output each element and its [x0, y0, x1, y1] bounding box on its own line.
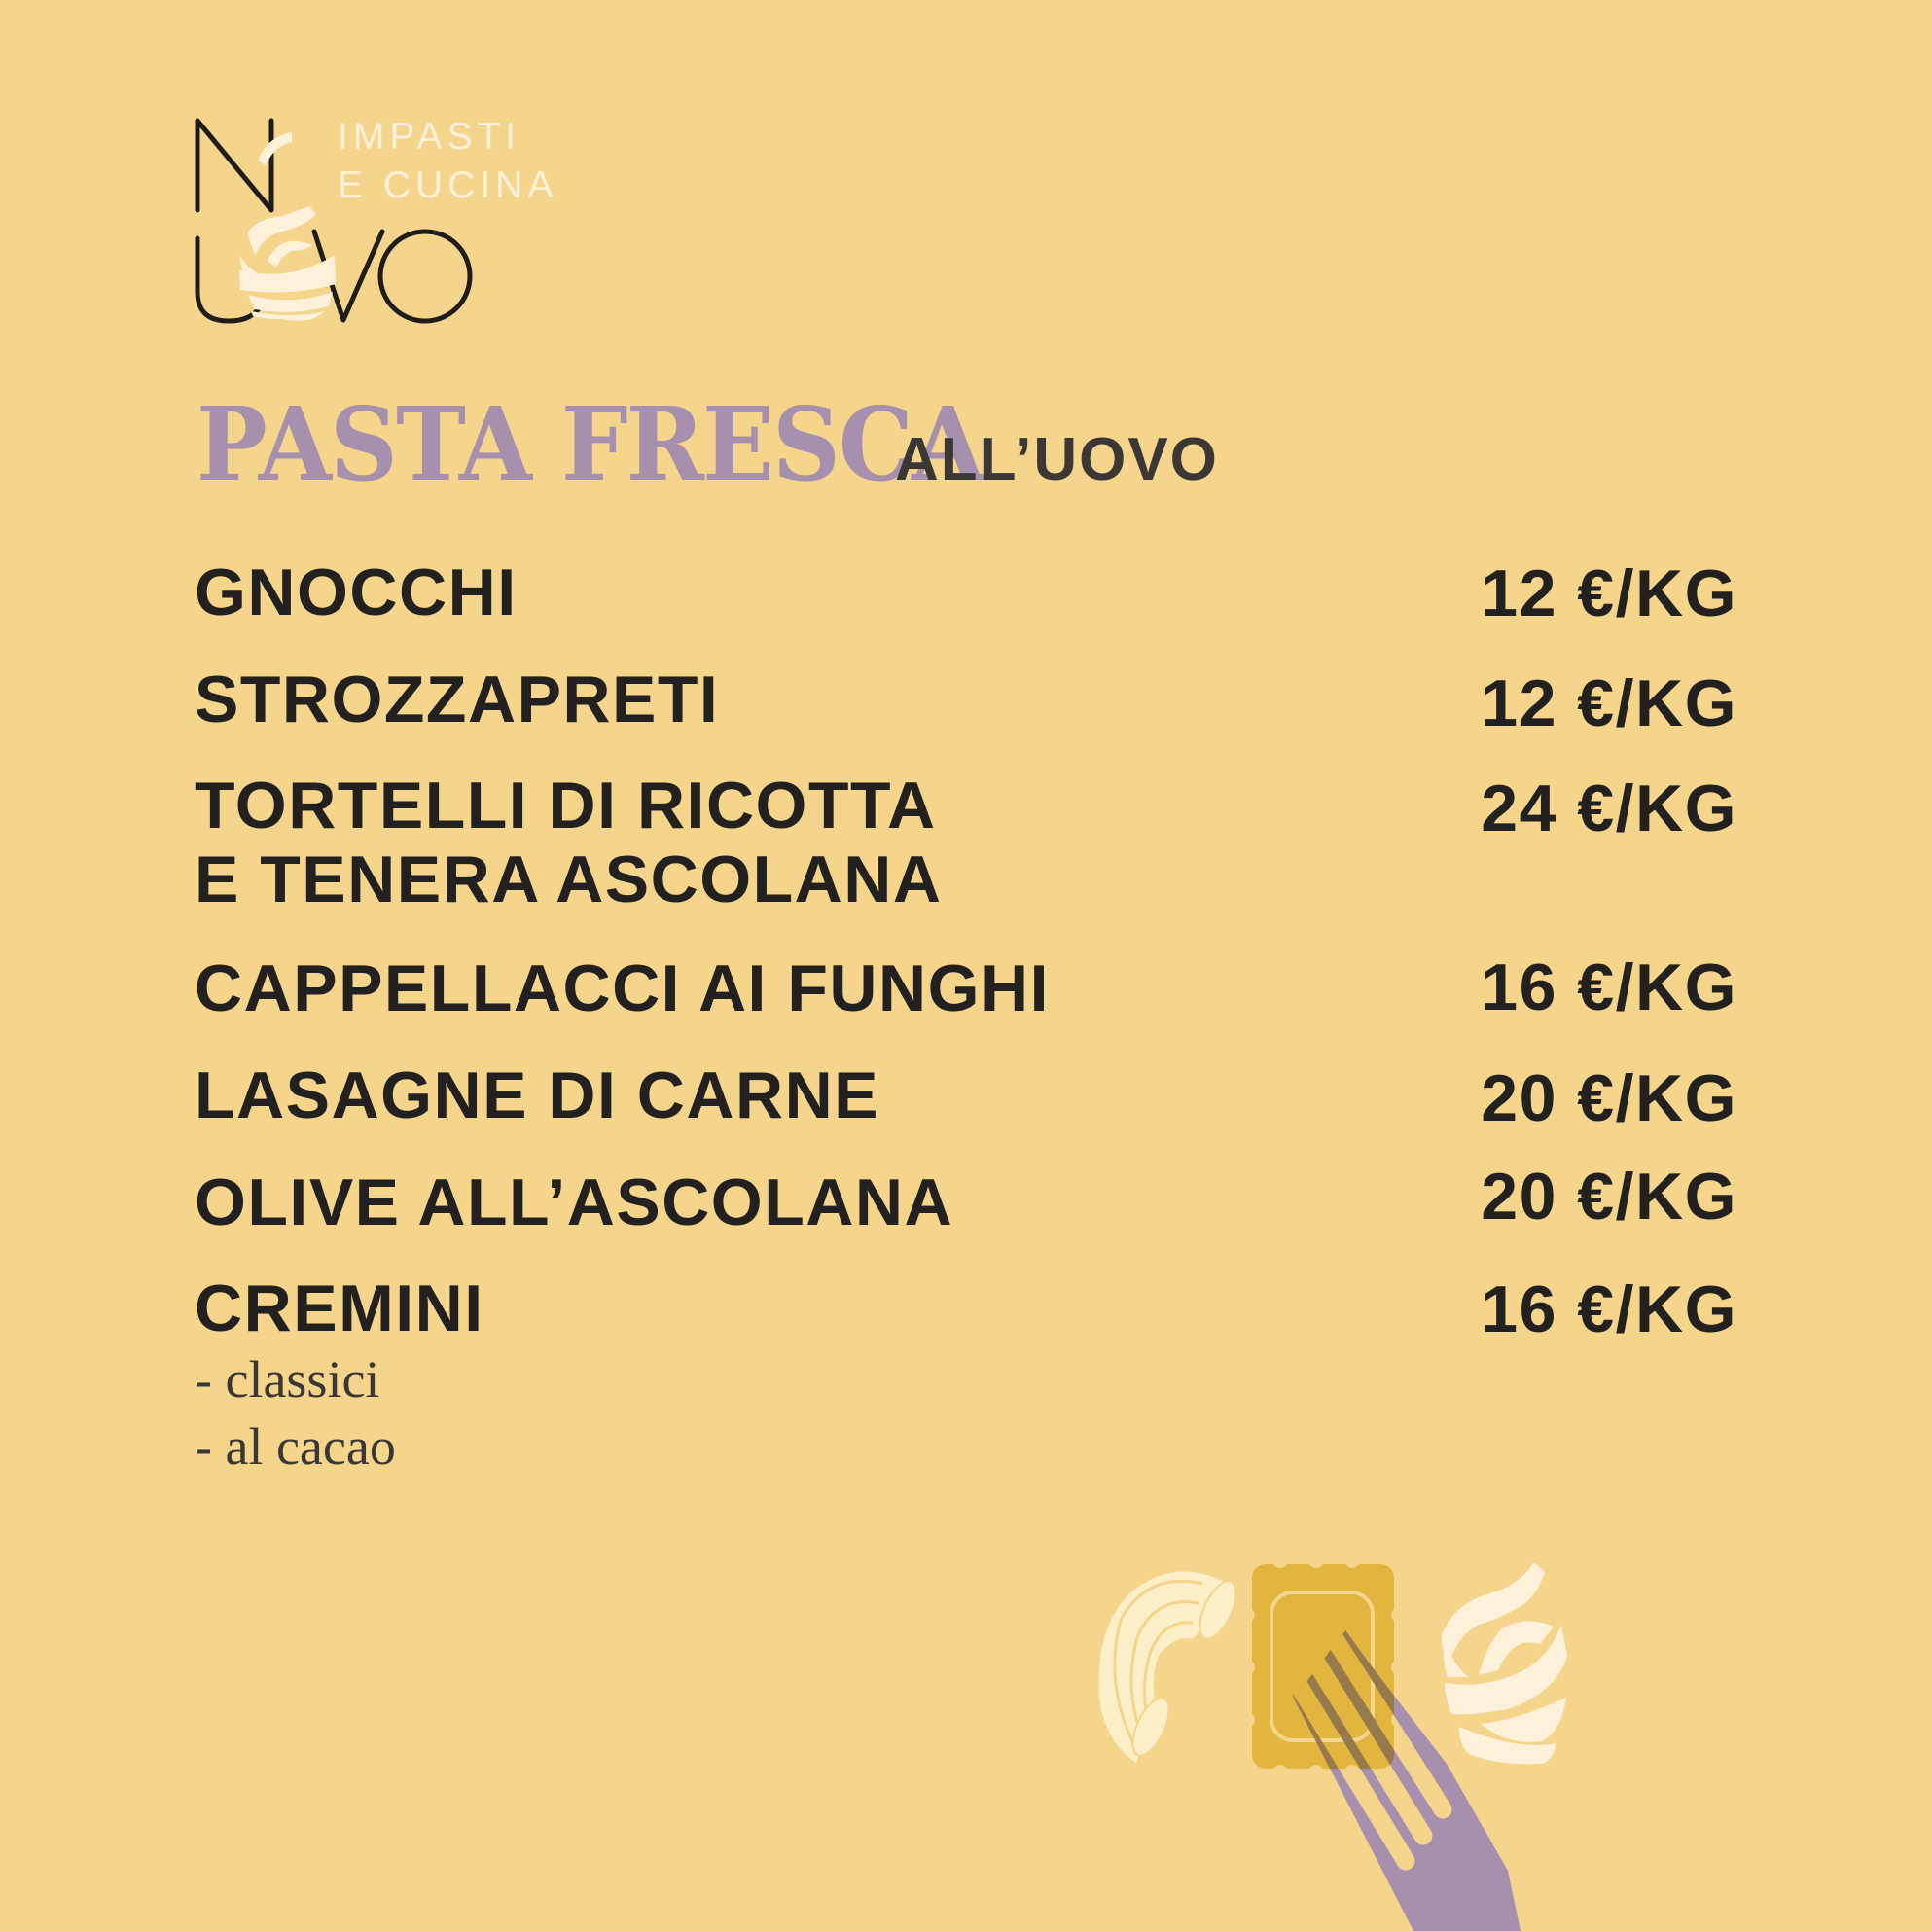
page-subtitle: ALL’UOVO	[895, 426, 1219, 493]
macaroni-icon	[1098, 1571, 1237, 1763]
menu-item-name: TORTELLI DI RICOTTA	[195, 769, 937, 842]
pasta-nest-icon	[239, 132, 336, 321]
menu-item-price: 12 €/KG	[1481, 666, 1737, 740]
menu-item-price: 20 €/KG	[1481, 1160, 1737, 1234]
menu-item-name: CREMINI	[195, 1271, 484, 1345]
menu-item-price: 20 €/KG	[1481, 1061, 1737, 1135]
menu-item-name: CAPPELLACCI AI FUNGHI	[195, 951, 1050, 1025]
menu-item-name: OLIVE ALL’ASCOLANA	[195, 1165, 954, 1239]
menu-item-name: GNOCCHI	[195, 555, 518, 629]
menu-item-price: 16 €/KG	[1481, 950, 1737, 1024]
menu-item-price: 16 €/KG	[1481, 1272, 1737, 1346]
menu-item-price: 12 €/KG	[1481, 556, 1737, 630]
menu-item-price: 24 €/KG	[1481, 771, 1737, 845]
menu-item-variant: - classici	[195, 1350, 380, 1409]
menu-item-name: STROZZAPRETI	[195, 662, 720, 736]
menu-item-name-line2: E TENERA ASCOLANA	[195, 842, 943, 916]
page-title: PASTA FRESCA	[197, 384, 984, 504]
logo-tagline-2: E CUCINA	[338, 164, 558, 206]
menu-item-variant: - al cacao	[195, 1417, 396, 1476]
pasta-nest-icon	[1441, 1562, 1567, 1765]
fork-icon	[1292, 1630, 1521, 1931]
logo-tagline-1: IMPASTI	[338, 116, 521, 158]
menu-item-name: LASAGNE DI CARNE	[195, 1058, 880, 1132]
